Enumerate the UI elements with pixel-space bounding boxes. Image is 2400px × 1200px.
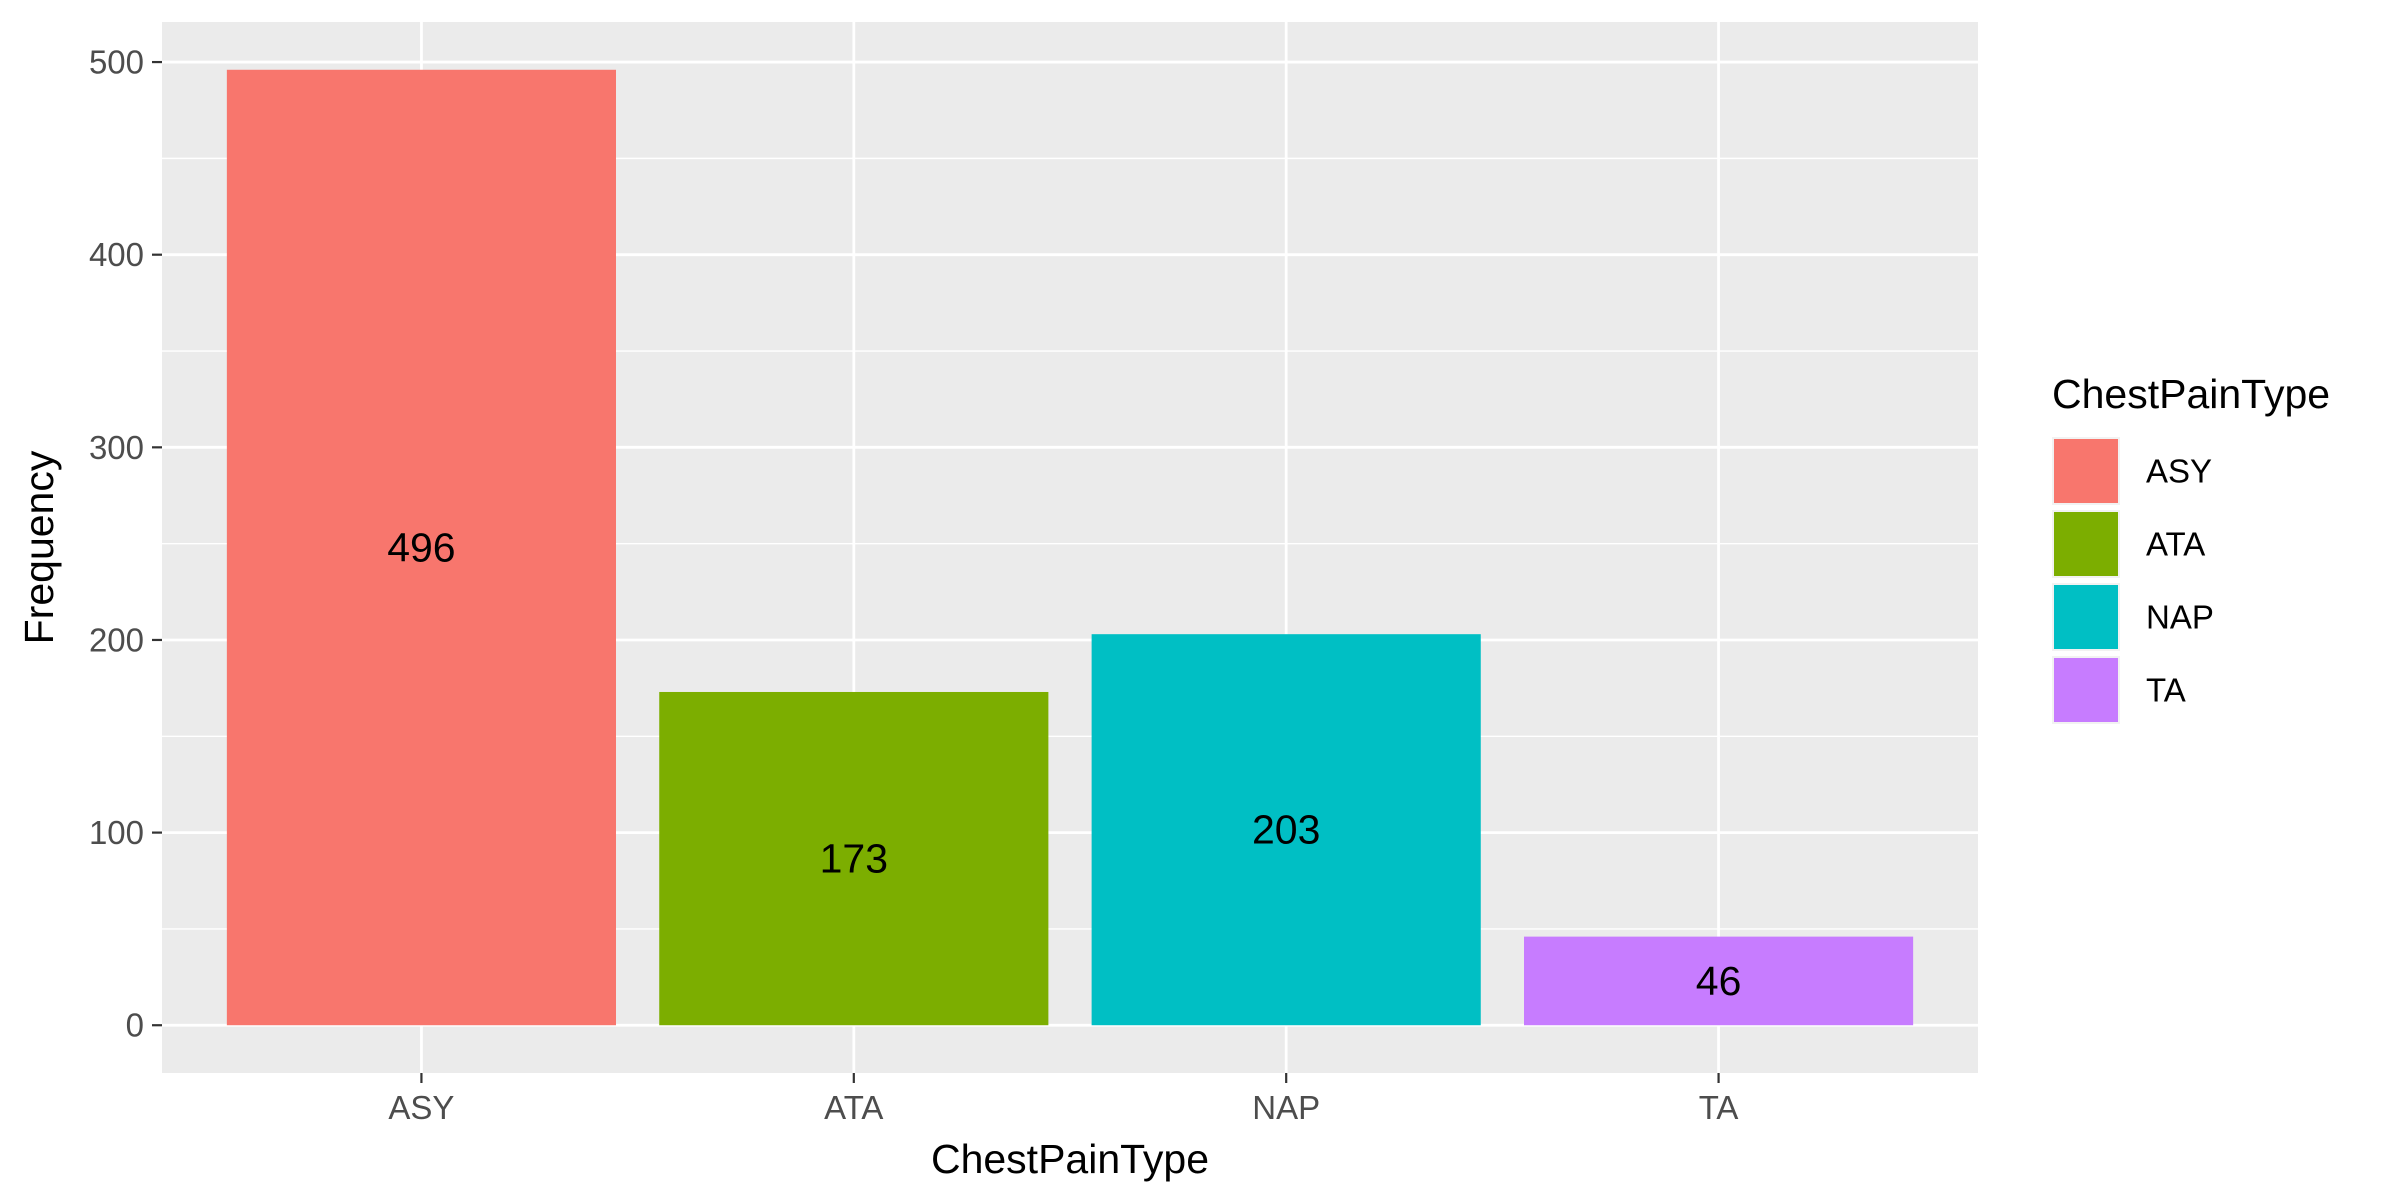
y-tick-label: 100 (89, 814, 144, 851)
bars (226, 69, 1914, 1026)
data-label-ta: 46 (1696, 958, 1742, 1004)
x-tick-label: ASY (388, 1089, 454, 1126)
legend-label-asy: ASY (2146, 453, 2212, 490)
legend-swatch-nap (2054, 585, 2118, 649)
x-tick-label: TA (1699, 1089, 1739, 1126)
bar-ta (1524, 936, 1914, 1026)
data-label-ata: 173 (820, 836, 888, 882)
y-axis: 0 100 200 300 400 500 (89, 44, 162, 1044)
y-tick-label: 0 (126, 1007, 144, 1044)
bar-ata (659, 691, 1049, 1026)
legend-swatch-asy (2054, 439, 2118, 503)
x-tick-label: ATA (824, 1089, 883, 1126)
x-axis-title: ChestPainType (931, 1136, 1209, 1182)
x-axis: ASY ATA NAP TA (388, 1073, 1738, 1126)
legend-label-ata: ATA (2146, 526, 2205, 563)
legend-items: ASY ATA NAP TA (2052, 437, 2214, 724)
bar-asy (226, 69, 616, 1026)
legend-label-ta: TA (2146, 672, 2186, 709)
y-tick-label: 200 (89, 621, 144, 658)
legend: ChestPainType ASY ATA NAP TA (2052, 371, 2330, 724)
bar-nap (1091, 634, 1481, 1026)
legend-swatch-ta (2054, 658, 2118, 722)
y-tick-label: 400 (89, 236, 144, 273)
legend-label-nap: NAP (2146, 599, 2214, 636)
legend-title: ChestPainType (2052, 371, 2330, 417)
data-label-nap: 203 (1252, 807, 1320, 853)
y-tick-label: 300 (89, 429, 144, 466)
data-labels: 496 173 203 46 (387, 525, 1741, 1004)
x-tick-label: NAP (1252, 1089, 1320, 1126)
y-axis-title: Frequency (16, 450, 62, 644)
y-tick-label: 500 (89, 44, 144, 81)
data-label-asy: 496 (387, 525, 455, 571)
legend-swatch-ata (2054, 512, 2118, 576)
